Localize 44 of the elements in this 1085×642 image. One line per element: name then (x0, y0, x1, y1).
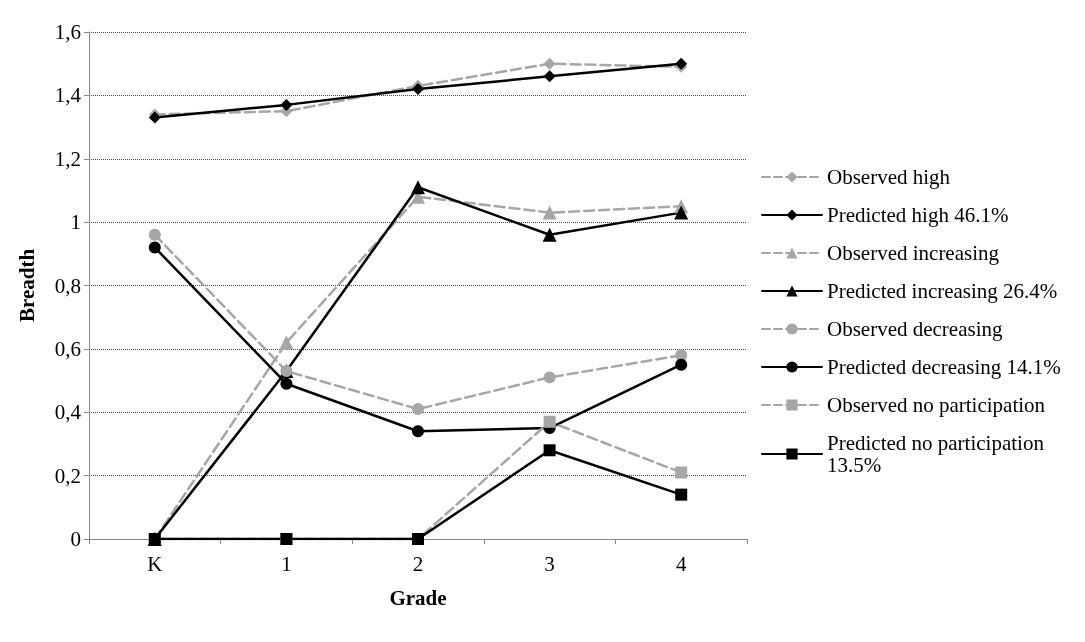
legend-label: Predicted high 46.1% (827, 203, 1009, 227)
point (411, 180, 425, 195)
y-tick-label: 0 (70, 527, 81, 551)
point (675, 466, 688, 479)
x-tick-label: 2 (412, 551, 424, 576)
point (543, 444, 556, 457)
y-tick-label: 0,2 (54, 463, 81, 488)
point (543, 371, 556, 384)
point (412, 83, 424, 96)
point (279, 335, 294, 350)
legend-label: Predicted increasing 26.4% (827, 279, 1058, 303)
legend-label: Observed increasing (827, 241, 1000, 265)
legend-label: Observed no participation (827, 393, 1046, 417)
legend-label: Predicted no participation 13.5% (827, 431, 1050, 477)
x-tick-label: 4 (675, 551, 687, 576)
x-tick-label: 1 (281, 551, 292, 576)
point (280, 377, 293, 390)
y-tick-label: 0,6 (54, 336, 81, 361)
y-tick-label: 1,2 (54, 146, 81, 171)
x-tick-label: K (147, 551, 163, 576)
legend-label: Observed high (827, 165, 951, 189)
legend-label: Observed decreasing (827, 317, 1004, 341)
y-tick-label: 1,6 (54, 20, 81, 44)
point (543, 70, 556, 83)
point (412, 425, 424, 438)
y-tick-label: 1,4 (54, 83, 82, 108)
point (148, 228, 161, 241)
x-tick-label: 3 (544, 551, 555, 576)
y-tick-label: 0,4 (54, 400, 82, 425)
point (542, 205, 557, 220)
legend-label: Predicted decreasing 14.1% (827, 355, 1061, 379)
y-tick-label: 0,8 (54, 273, 81, 298)
point (412, 403, 424, 416)
point (542, 227, 557, 242)
point (674, 205, 689, 220)
y-tick-label: 1 (70, 210, 81, 235)
point (675, 358, 688, 371)
point (280, 98, 293, 111)
point (543, 57, 556, 70)
point (675, 488, 688, 501)
point (543, 415, 556, 428)
point (148, 241, 161, 254)
y-axis-title: Breadth (14, 248, 39, 323)
x-axis-title: Grade (389, 585, 447, 610)
